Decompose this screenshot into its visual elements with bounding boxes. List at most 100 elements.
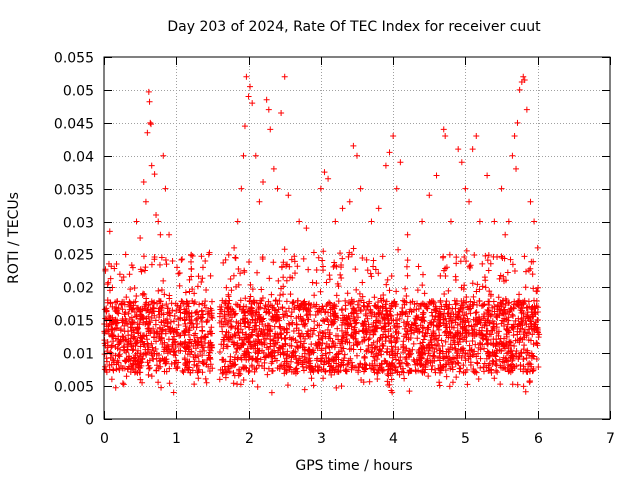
data-point [353,286,360,293]
data-point [183,308,190,315]
data-point [451,297,458,304]
data-point [148,310,155,317]
data-point [463,247,470,254]
data-point [315,368,322,375]
data-point [308,302,315,309]
data-point [149,344,156,351]
data-point [339,338,346,345]
data-point [108,376,115,383]
data-point [513,362,520,369]
data-point [218,308,225,315]
data-point [493,362,500,369]
data-point [323,279,330,286]
data-point [242,295,249,302]
data-point [509,311,516,318]
data-point [442,338,449,345]
data-point [517,361,524,368]
data-point [292,337,299,344]
data-point [516,86,523,93]
data-point [207,305,214,312]
data-point [278,330,285,337]
data-point [224,343,231,350]
data-point [183,314,190,321]
data-point [436,382,443,389]
data-point [487,260,494,267]
data-point [175,347,182,354]
data-point [450,311,457,318]
data-point [247,281,254,288]
data-point [104,338,111,345]
data-point [164,309,171,316]
data-point [363,306,370,313]
data-point [503,350,510,357]
data-point [502,231,509,238]
data-point [344,325,351,332]
data-point [340,315,347,322]
data-point [446,251,453,258]
data-point [353,352,360,359]
data-point [198,318,205,325]
data-point [327,300,334,307]
data-point [473,369,480,376]
data-point [338,321,345,328]
data-point [194,369,201,376]
data-point [350,142,357,149]
data-point [357,360,364,367]
data-point [328,371,335,378]
data-point [455,360,462,367]
data-point [170,318,177,325]
data-point [481,322,488,329]
data-point [370,263,377,270]
data-point [250,345,257,352]
data-point [264,326,271,333]
data-point [452,361,459,368]
data-point [485,364,492,371]
data-point [326,363,333,370]
data-point [279,342,286,349]
data-point [319,263,326,270]
data-point [380,343,387,350]
data-point [477,346,484,353]
data-point [145,88,152,95]
data-point [233,345,240,352]
data-point [448,334,455,341]
data-point [438,303,445,310]
data-point [177,309,184,316]
data-point [182,362,189,369]
data-point [348,345,355,352]
data-point [405,369,412,376]
data-point [457,332,464,339]
data-point [305,266,312,273]
data-point [158,384,165,391]
data-point [152,317,159,324]
data-point [253,322,260,329]
data-point [430,352,437,359]
data-point [388,376,395,383]
data-point [385,321,392,328]
data-point [316,305,323,312]
data-point [247,293,254,300]
data-point [301,347,308,354]
data-point [332,312,339,319]
data-point [504,325,511,332]
data-point [226,368,233,375]
data-point [166,295,173,302]
data-point [352,266,359,273]
data-point [485,301,492,308]
data-point [511,343,518,350]
data-point [308,341,315,348]
data-point [442,315,449,322]
data-point [493,340,500,347]
data-point [420,351,427,358]
data-point [430,328,437,335]
data-point [128,331,135,338]
data-point [140,290,147,297]
data-point [420,336,427,343]
data-point [462,185,469,192]
data-point [370,257,377,264]
data-point [337,271,344,278]
data-point [203,286,210,293]
data-point [198,253,205,260]
data-point [305,316,312,323]
